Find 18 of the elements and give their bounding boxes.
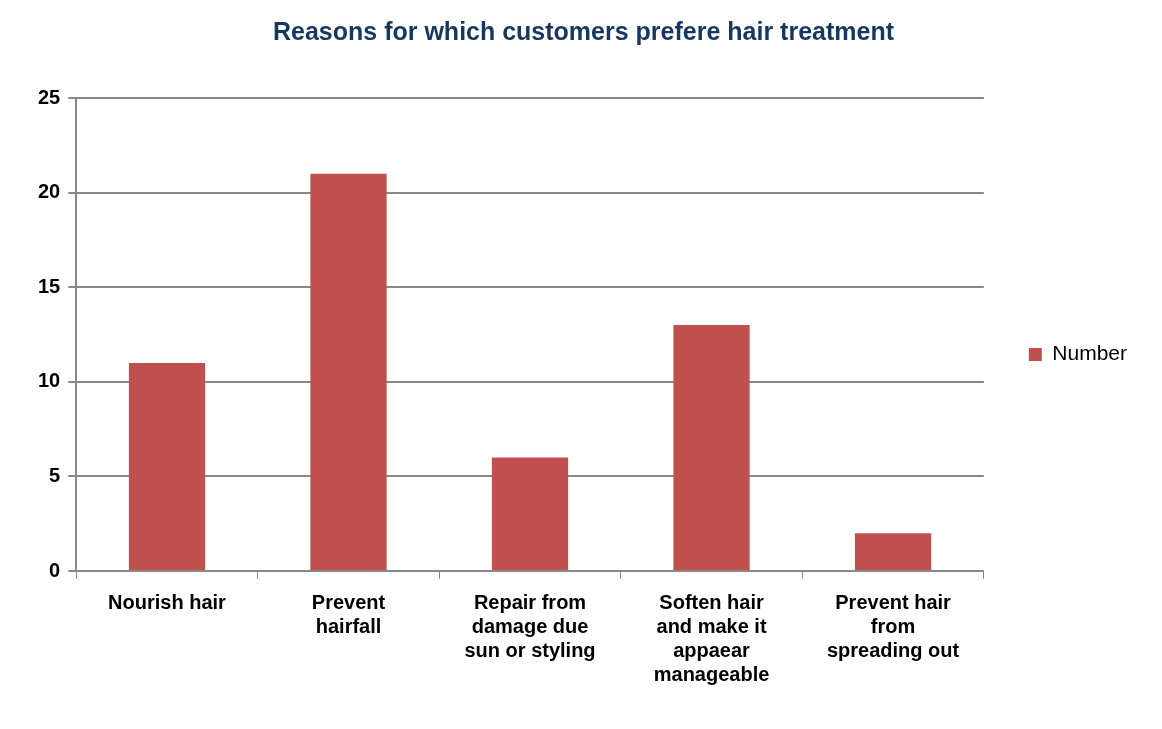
y-tick-label: 25 [38,85,61,108]
chart-title: Reasons for which customers prefere hair treatment [272,16,895,45]
bar [128,362,206,570]
x-tick-label: Prevent hairfall [311,590,386,637]
x-tick-label: Prevent hair from spreading out [826,590,960,661]
bar [673,325,750,570]
x-tick-label: Nourish hair [108,590,227,613]
legend-label: Number [1052,341,1128,365]
y-tick-label: 0 [49,558,61,581]
x-tick-label: Soften hair and make it appaear manageable [653,590,770,685]
bar [854,533,932,570]
bar [310,173,387,570]
bar [491,457,569,570]
y-tick-label: 5 [49,463,61,486]
y-tick-label: 20 [38,180,61,203]
x-tick-label: Repair from damage due sun or styling [464,590,596,661]
y-tick-label: 10 [38,369,61,392]
y-tick-label: 15 [38,274,61,297]
